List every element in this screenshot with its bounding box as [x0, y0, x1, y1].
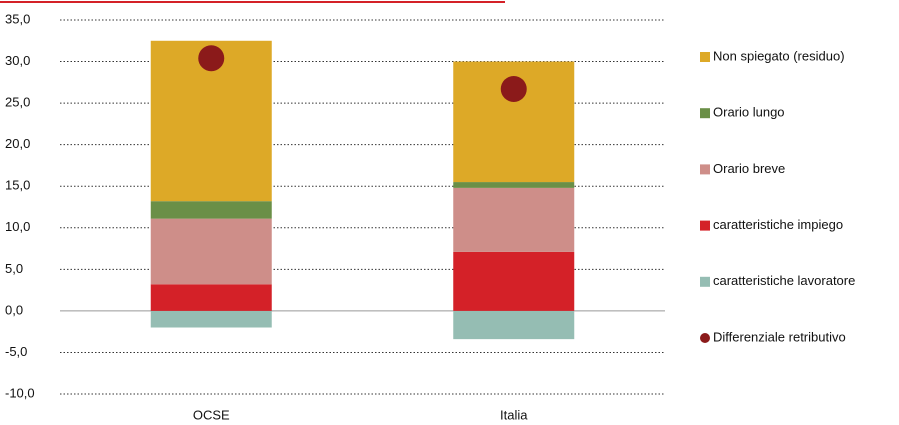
y-tick-label: 15,0: [5, 178, 30, 193]
legend-label: Orario breve: [713, 161, 785, 176]
legend-label: Non spiegato (residuo): [713, 48, 845, 63]
y-tick-label: 30,0: [5, 53, 30, 68]
bar-segment: [150, 284, 272, 311]
legend-swatch: [700, 108, 710, 119]
legend-swatch: [700, 220, 710, 231]
legend-label: caratteristiche lavoratore: [713, 273, 855, 288]
bar-segment: [150, 201, 272, 219]
bar-segment: [453, 251, 575, 311]
bar-segment: [150, 218, 272, 285]
y-tick-label: 0,0: [5, 302, 23, 317]
x-tick-label: Italia: [500, 407, 528, 422]
y-tick-label: 5,0: [5, 261, 23, 276]
dot: [198, 45, 225, 72]
y-tick-label: 10,0: [5, 219, 30, 234]
y-tick-label: 20,0: [5, 136, 30, 151]
legend-swatch: [700, 52, 710, 62]
bar-segment: [453, 182, 575, 188]
bar-segment: [150, 310, 272, 328]
legend-label: Differenziale retributivo: [713, 329, 846, 344]
y-tick-label: -10,0: [5, 385, 35, 400]
y-tick-label: 35,0: [5, 11, 30, 26]
y-tick-label: -5,0: [5, 344, 27, 359]
legend-label: caratteristiche impiego: [713, 217, 843, 232]
y-tick-label: 25,0: [5, 95, 30, 110]
dot: [500, 75, 527, 102]
legend-swatch: [700, 164, 710, 175]
legend-swatch: [700, 333, 710, 343]
bar-segment: [453, 310, 575, 340]
legend-label: Orario lungo: [713, 105, 785, 120]
legend-swatch: [700, 276, 710, 287]
x-tick-label: OCSE: [193, 407, 230, 422]
bar-segment: [453, 187, 575, 252]
